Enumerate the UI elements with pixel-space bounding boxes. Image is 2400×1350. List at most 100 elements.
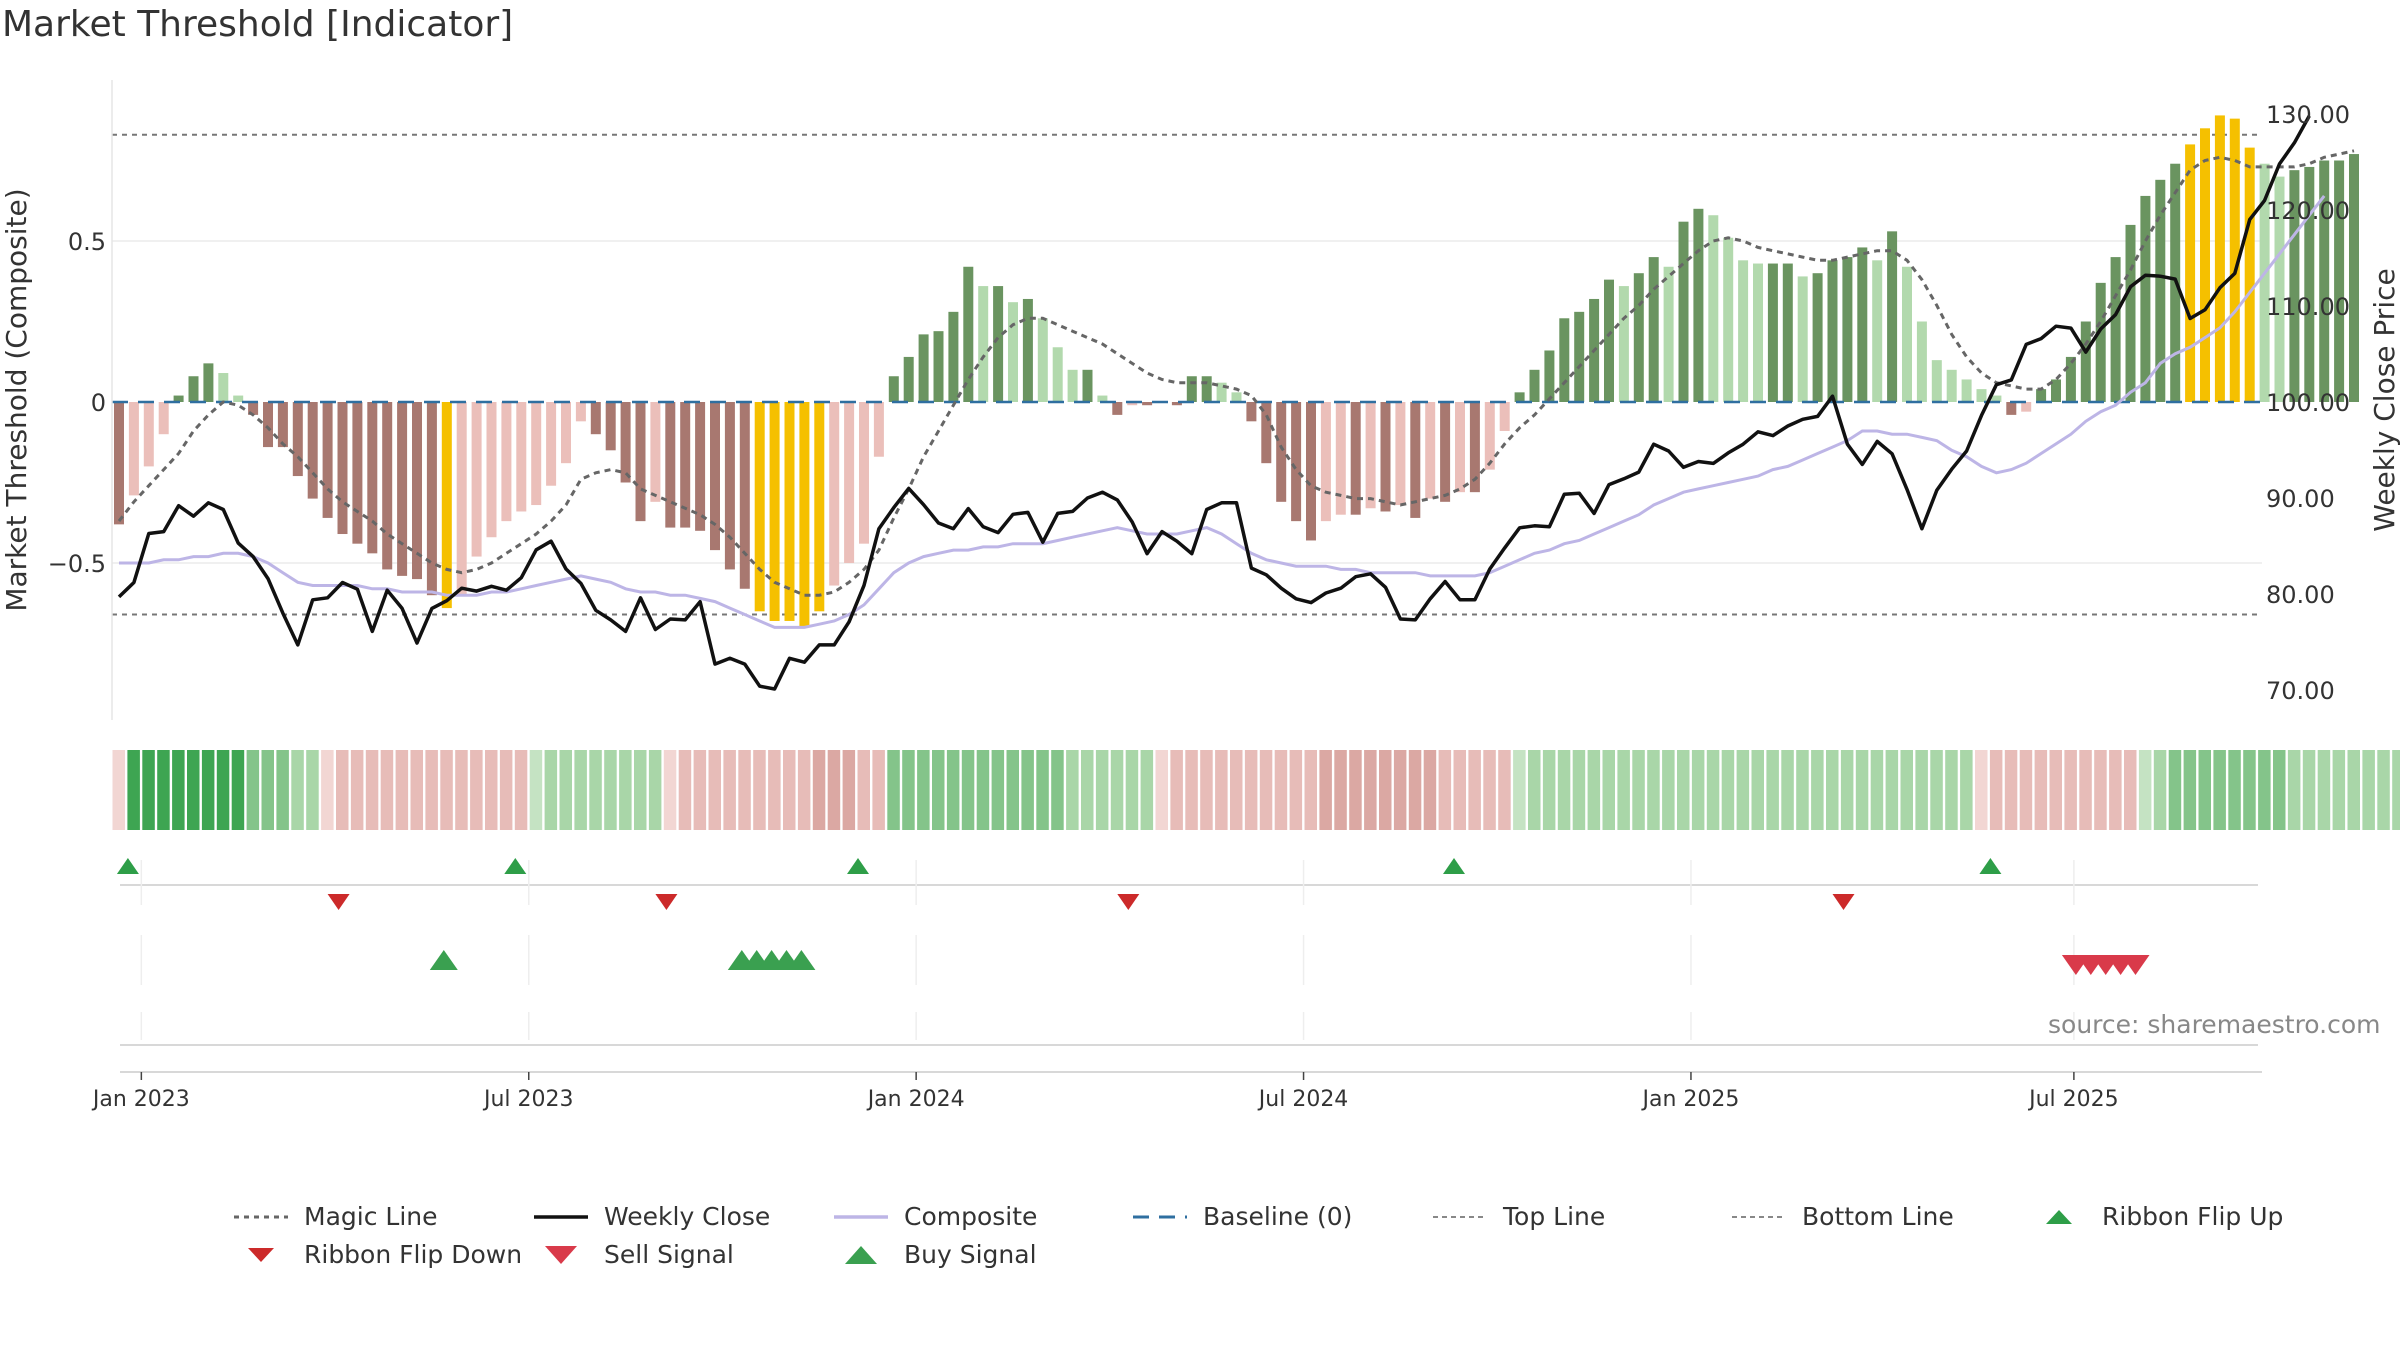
legend-label: Ribbon Flip Up (2102, 1202, 2284, 1231)
composite-bar (114, 402, 124, 525)
x-tick-label: Jan 2023 (91, 1087, 190, 1112)
ribbon-cell (604, 750, 617, 830)
composite-bar (1171, 402, 1182, 406)
ribbon-cell (1766, 750, 1779, 830)
right-tick-label: 110.00 (2266, 293, 2350, 321)
ribbon-cell (187, 750, 200, 830)
ribbon-cell (1155, 750, 1168, 830)
legend-sell-signal: Sell Signal (532, 1240, 734, 1269)
ribbon-cell (1066, 750, 1079, 830)
composite-bar (2319, 160, 2330, 402)
composite-bar (1648, 257, 1659, 402)
composite-bar (2289, 170, 2300, 402)
ribbon-cell (1602, 750, 1615, 830)
composite-bar (665, 402, 676, 528)
ribbon-cell (1572, 750, 1586, 830)
legend-bottom-swatch (1732, 1215, 1786, 1218)
ribbon-cell (2392, 750, 2400, 830)
legend-baseline-swatch (1133, 1215, 1187, 1218)
ribbon-cell (2317, 750, 2331, 830)
ribbon-cell (1408, 750, 1422, 830)
ribbon-cell (1840, 750, 1854, 830)
composite-bar (1395, 402, 1406, 506)
ribbon-cell (1989, 750, 2003, 830)
composite-bar (963, 266, 974, 402)
x-tick-label: Jul 2024 (1257, 1087, 1349, 1112)
composite-bar (128, 402, 139, 496)
composite-bar (1946, 369, 1957, 402)
ribbon-cell (1230, 750, 1243, 830)
ribbon-cell (768, 750, 781, 830)
composite-bar (635, 402, 646, 522)
ribbon-cell (783, 750, 796, 830)
composite-bar (367, 402, 378, 554)
ribbon-cell (1334, 750, 1347, 830)
composite-bar (993, 286, 1004, 402)
ribbon-cell (291, 750, 304, 830)
left-tick-label: 0.5 (68, 228, 106, 256)
composite-bar (203, 363, 214, 402)
composite-bar (1082, 369, 1093, 402)
ribbon-cell (902, 750, 915, 830)
ribbon-cell (1855, 750, 1869, 830)
composite-bar (277, 402, 288, 448)
ribbon-cell (1662, 750, 1675, 830)
x-tick-label: Jan 2025 (1640, 1087, 1739, 1112)
composite-bar (888, 376, 899, 402)
composite-bar (1916, 321, 1927, 402)
ribbon-cell (2034, 750, 2048, 830)
ribbon-cell (1498, 750, 1511, 830)
ribbon-cell (663, 750, 677, 830)
ribbon-cell (395, 750, 409, 830)
ribbon-cell (470, 750, 483, 830)
composite-bar (263, 402, 273, 448)
right-tick-label: 100.00 (2266, 389, 2350, 417)
composite-bar (1887, 231, 1898, 402)
composite-bar (2259, 163, 2270, 402)
ribbon-cell (2228, 750, 2241, 830)
composite-bar (2155, 179, 2166, 402)
ribbon-cell (1468, 750, 1481, 830)
legend-label: Baseline (0) (1203, 1202, 1353, 1231)
ribbon-cell (2213, 750, 2226, 830)
ribbon-cell (2019, 750, 2033, 830)
composite-bar (1335, 402, 1346, 515)
ribbon-cell (1021, 750, 1034, 830)
ribbon-cell (2124, 750, 2137, 830)
ribbon-cell (1081, 750, 1094, 830)
ribbon-cell (1036, 750, 1049, 830)
ribbon-cell (380, 750, 394, 830)
ribbon-cell (2347, 750, 2360, 830)
legend-magic-line: Magic Line (232, 1202, 438, 1231)
composite-bar (173, 395, 184, 402)
ribbon-cell (455, 750, 468, 830)
composite-bar (516, 402, 527, 512)
ribbon-cell (1885, 750, 1899, 830)
composite-bar (322, 402, 333, 518)
right-tick-label: 120.00 (2266, 197, 2350, 225)
ribbon-cell (544, 750, 558, 830)
ribbon-cell (1349, 750, 1362, 830)
ribbon-cell (1215, 750, 1228, 830)
sell-signal-marker (2121, 955, 2150, 975)
composite-bar (948, 311, 959, 402)
composite-bar (1186, 376, 1197, 402)
composite-bar (1246, 402, 1257, 422)
ribbon-cell (2049, 750, 2062, 830)
buy-signal-marker (429, 950, 458, 970)
ribbon-cell (2258, 750, 2271, 830)
composite-bar (1544, 350, 1555, 402)
composite-bar (978, 286, 989, 402)
ribbon-cell (634, 750, 647, 830)
composite-bar (1365, 402, 1376, 509)
legend-top-swatch (1433, 1215, 1487, 1218)
ribbon-cell (2198, 750, 2211, 830)
composite-bar (724, 402, 735, 570)
chart-title: Market Threshold [Indicator] (2, 4, 514, 45)
ribbon-cell (723, 750, 736, 830)
ribbon-cell (2362, 750, 2375, 830)
ribbon-cell (336, 750, 349, 830)
composite-bar (1499, 402, 1510, 431)
legend-label: Ribbon Flip Down (304, 1240, 523, 1269)
ribbon-flip-down-marker (327, 894, 350, 910)
